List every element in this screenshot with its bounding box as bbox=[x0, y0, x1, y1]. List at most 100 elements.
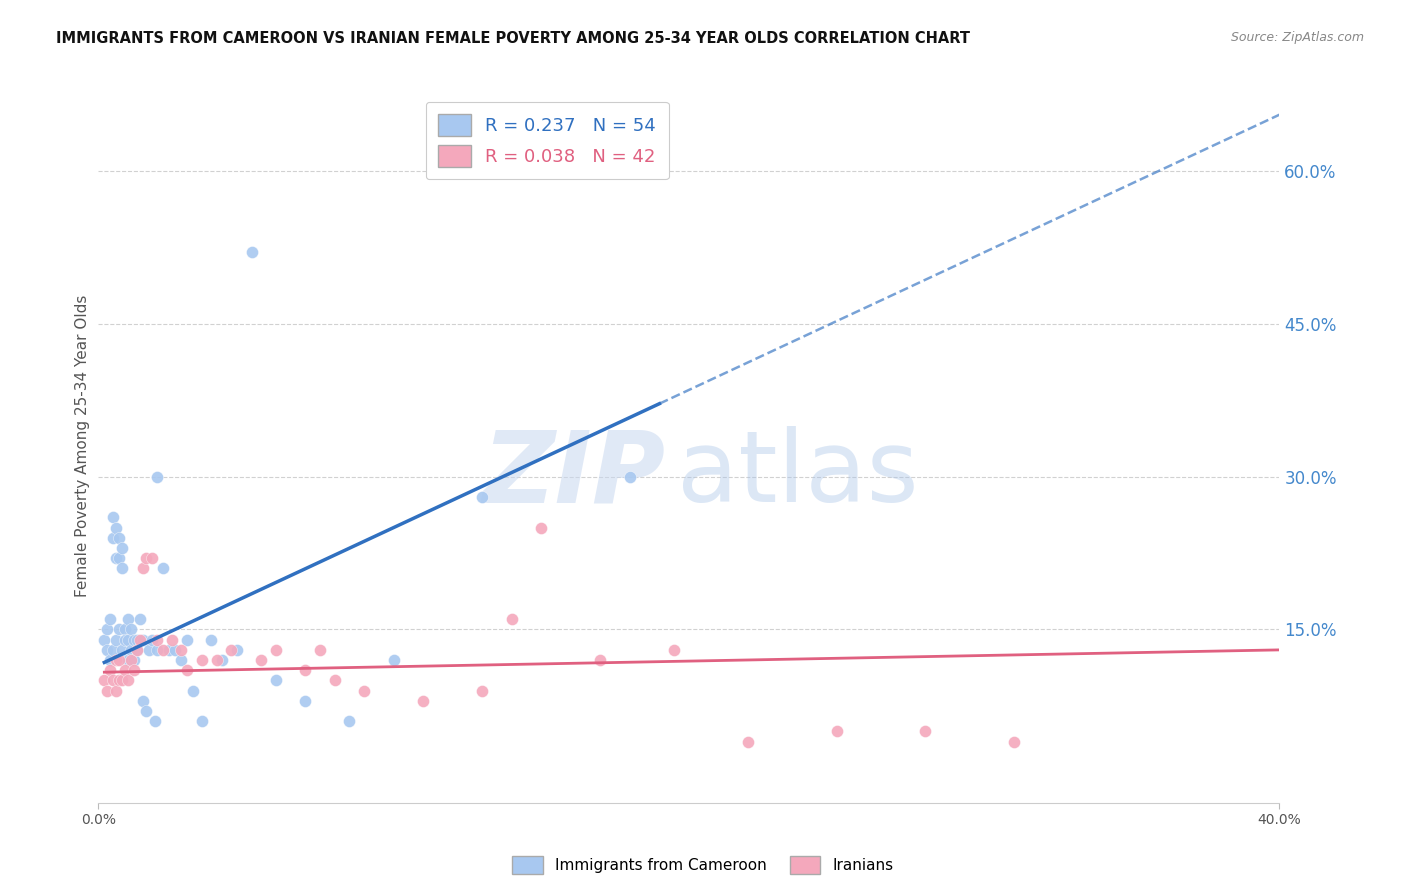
Point bbox=[132, 561, 155, 575]
Point bbox=[146, 469, 169, 483]
Point bbox=[105, 653, 128, 667]
Point bbox=[170, 643, 193, 657]
Point bbox=[103, 510, 125, 524]
Point bbox=[111, 643, 134, 657]
Point bbox=[96, 623, 118, 637]
Point bbox=[117, 612, 139, 626]
Point bbox=[98, 612, 121, 626]
Point bbox=[157, 643, 180, 657]
Point bbox=[108, 653, 131, 667]
Point bbox=[128, 632, 150, 647]
Point bbox=[108, 673, 131, 688]
Legend: Immigrants from Cameroon, Iranians: Immigrants from Cameroon, Iranians bbox=[506, 850, 900, 880]
Point bbox=[589, 653, 612, 667]
Point bbox=[240, 245, 263, 260]
Point bbox=[117, 673, 139, 688]
Point bbox=[141, 632, 163, 647]
Point bbox=[412, 694, 434, 708]
Point bbox=[114, 623, 136, 637]
Point bbox=[825, 724, 848, 739]
Point bbox=[103, 673, 125, 688]
Point bbox=[108, 531, 131, 545]
Y-axis label: Female Poverty Among 25-34 Year Olds: Female Poverty Among 25-34 Year Olds bbox=[75, 295, 90, 597]
Text: IMMIGRANTS FROM CAMEROON VS IRANIAN FEMALE POVERTY AMONG 25-34 YEAR OLDS CORRELA: IMMIGRANTS FROM CAMEROON VS IRANIAN FEMA… bbox=[56, 31, 970, 46]
Point bbox=[108, 551, 131, 566]
Point bbox=[103, 643, 125, 657]
Point bbox=[619, 469, 641, 483]
Point bbox=[471, 683, 494, 698]
Point bbox=[200, 632, 222, 647]
Point bbox=[122, 653, 145, 667]
Point bbox=[211, 653, 233, 667]
Point bbox=[103, 531, 125, 545]
Point bbox=[530, 520, 553, 534]
Point bbox=[135, 704, 157, 718]
Point bbox=[170, 653, 193, 667]
Point bbox=[122, 663, 145, 677]
Point bbox=[111, 561, 134, 575]
Point bbox=[105, 683, 128, 698]
Point bbox=[125, 632, 148, 647]
Point bbox=[294, 663, 316, 677]
Point bbox=[501, 612, 523, 626]
Point bbox=[120, 643, 142, 657]
Point bbox=[219, 643, 242, 657]
Point bbox=[1002, 734, 1025, 748]
Point bbox=[93, 673, 115, 688]
Point bbox=[114, 632, 136, 647]
Point bbox=[264, 643, 287, 657]
Point bbox=[250, 653, 273, 667]
Point bbox=[664, 643, 686, 657]
Point bbox=[737, 734, 759, 748]
Point bbox=[105, 632, 128, 647]
Point bbox=[309, 643, 332, 657]
Point bbox=[146, 632, 169, 647]
Point bbox=[96, 643, 118, 657]
Point bbox=[146, 643, 169, 657]
Point bbox=[108, 623, 131, 637]
Point bbox=[294, 694, 316, 708]
Point bbox=[93, 632, 115, 647]
Point bbox=[152, 643, 174, 657]
Point bbox=[143, 714, 166, 729]
Point bbox=[128, 612, 150, 626]
Legend: R = 0.237   N = 54, R = 0.038   N = 42: R = 0.237 N = 54, R = 0.038 N = 42 bbox=[426, 102, 669, 179]
Point bbox=[125, 643, 148, 657]
Point bbox=[117, 653, 139, 667]
Text: Source: ZipAtlas.com: Source: ZipAtlas.com bbox=[1230, 31, 1364, 45]
Point bbox=[226, 643, 249, 657]
Point bbox=[125, 643, 148, 657]
Point bbox=[191, 653, 214, 667]
Point bbox=[96, 683, 118, 698]
Text: atlas: atlas bbox=[678, 426, 918, 523]
Point bbox=[135, 551, 157, 566]
Point bbox=[162, 632, 183, 647]
Point bbox=[105, 520, 128, 534]
Point bbox=[114, 663, 136, 677]
Point bbox=[111, 673, 134, 688]
Point bbox=[122, 632, 145, 647]
Point bbox=[176, 663, 198, 677]
Point bbox=[120, 653, 142, 667]
Point bbox=[323, 673, 346, 688]
Point bbox=[181, 683, 204, 698]
Point bbox=[141, 551, 163, 566]
Point bbox=[117, 632, 139, 647]
Point bbox=[165, 643, 187, 657]
Point bbox=[339, 714, 360, 729]
Point bbox=[191, 714, 214, 729]
Point bbox=[98, 663, 121, 677]
Point bbox=[382, 653, 405, 667]
Point bbox=[353, 683, 375, 698]
Point bbox=[105, 551, 128, 566]
Point bbox=[152, 561, 174, 575]
Point bbox=[176, 632, 198, 647]
Point bbox=[914, 724, 936, 739]
Point bbox=[132, 632, 155, 647]
Point bbox=[471, 490, 494, 504]
Point bbox=[264, 673, 287, 688]
Point bbox=[120, 623, 142, 637]
Point bbox=[132, 694, 155, 708]
Point bbox=[205, 653, 228, 667]
Point bbox=[111, 541, 134, 555]
